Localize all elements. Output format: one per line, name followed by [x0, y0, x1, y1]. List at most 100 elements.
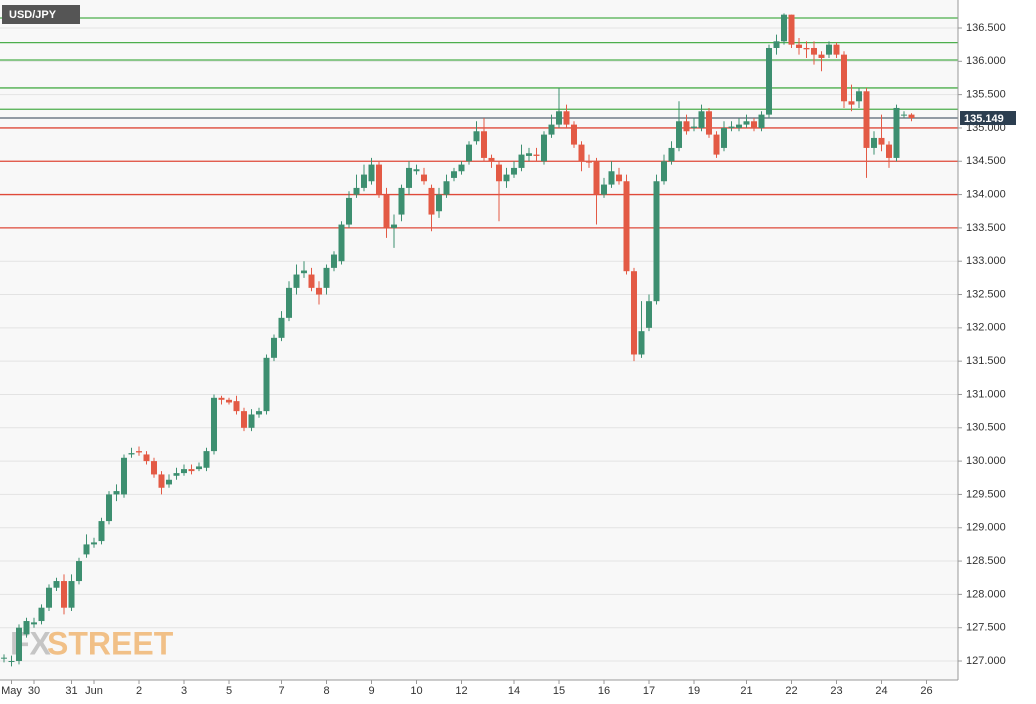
candle-body [518, 154, 525, 168]
candle-body [68, 581, 75, 608]
candle-body [646, 301, 652, 328]
candle-body [83, 544, 90, 555]
candle-body [593, 161, 600, 195]
y-tick-label: 129.000 [966, 522, 1006, 534]
candle-body [871, 137, 877, 148]
candle-body [368, 164, 375, 182]
candle-body [631, 271, 637, 355]
candle-body [661, 161, 667, 182]
y-tick-label: 134.500 [966, 155, 1006, 167]
candle-body [721, 127, 727, 148]
candle-body [151, 461, 157, 475]
candle-body [886, 144, 892, 158]
candle-body [833, 44, 840, 55]
candle-body [878, 137, 885, 145]
candle-body [406, 167, 412, 188]
plot-area [0, 0, 958, 680]
candle-body [263, 357, 270, 412]
candle-body [466, 144, 472, 162]
candle-body [413, 169, 420, 172]
candle-body [616, 174, 622, 182]
candle-body [781, 14, 787, 42]
y-tick-label: 130.500 [966, 422, 1006, 434]
candle-body [166, 479, 172, 485]
candle-body [758, 114, 765, 128]
x-tick-label: 7 [278, 685, 284, 697]
candle-body [121, 457, 127, 495]
candle-body [451, 171, 457, 178]
candle-body [53, 581, 60, 588]
y-tick-label: 136.000 [966, 55, 1006, 67]
x-tick-label: 23 [830, 685, 842, 697]
candle-body [106, 494, 112, 522]
candle-body [436, 194, 442, 212]
candle-body [316, 287, 322, 295]
candle-body [691, 126, 697, 128]
y-tick-label: 131.000 [966, 388, 1006, 400]
y-tick-label: 132.500 [966, 288, 1006, 300]
candle-body [301, 270, 307, 274]
y-tick-label: 129.500 [966, 488, 1006, 500]
candle-body [398, 187, 405, 215]
candle-body [863, 91, 870, 148]
candle-body [893, 107, 900, 158]
candle-body [256, 411, 262, 415]
candle-body [211, 397, 217, 452]
candle-body [361, 174, 367, 188]
candle-body [571, 124, 577, 145]
y-tick-label: 128.500 [966, 555, 1006, 567]
candle-body [248, 414, 255, 428]
candle-body [331, 254, 337, 268]
candle-body [601, 184, 607, 195]
candle-body [346, 197, 352, 225]
candle-body [458, 164, 465, 172]
x-tick-label: 9 [368, 685, 374, 697]
y-tick-label: 136.500 [966, 22, 1006, 34]
watermark-street: STREET [47, 625, 174, 661]
candle-body [713, 134, 720, 155]
candle-body [113, 491, 120, 495]
candle-body [203, 451, 210, 468]
candle-body [481, 131, 487, 158]
candle-body [391, 224, 397, 228]
candle-body [766, 47, 772, 115]
candle-body [293, 274, 300, 288]
candle-body [848, 101, 855, 105]
candle-body [46, 587, 52, 608]
x-tick-label: 10 [410, 685, 422, 697]
candle-body [488, 157, 495, 162]
candle-body [61, 581, 67, 608]
watermark: FX STREET [10, 625, 174, 661]
candle-body [136, 451, 142, 453]
candle-body [323, 267, 330, 288]
x-tick-label: 30 [28, 685, 40, 697]
candle-body [8, 661, 15, 663]
candle-body [143, 454, 150, 462]
x-tick-label: 17 [643, 685, 655, 697]
candle-body [218, 397, 225, 400]
candle-body [271, 337, 277, 358]
y-tick-label: 134.000 [966, 188, 1006, 200]
x-tick-label: 19 [688, 685, 700, 697]
candle-body [841, 54, 847, 102]
candle-body [638, 331, 645, 355]
candle-body [181, 469, 187, 474]
x-tick-label: 12 [455, 685, 467, 697]
candle-body [773, 41, 780, 48]
candle-body [901, 114, 907, 116]
candle-body [826, 44, 832, 55]
title-box [2, 5, 80, 24]
candle-body [818, 54, 825, 58]
candle-body [751, 121, 757, 128]
candle-body [533, 154, 540, 156]
y-tick-label: 131.500 [966, 355, 1006, 367]
candle-body [541, 134, 547, 162]
last-price-box [960, 111, 1016, 126]
x-tick-label: 3 [181, 685, 187, 697]
candle-body [91, 542, 97, 545]
candle-body [668, 147, 675, 162]
candle-body [226, 399, 232, 403]
candle-body [556, 111, 562, 125]
candle-body [623, 181, 630, 272]
candle-body [908, 114, 915, 119]
